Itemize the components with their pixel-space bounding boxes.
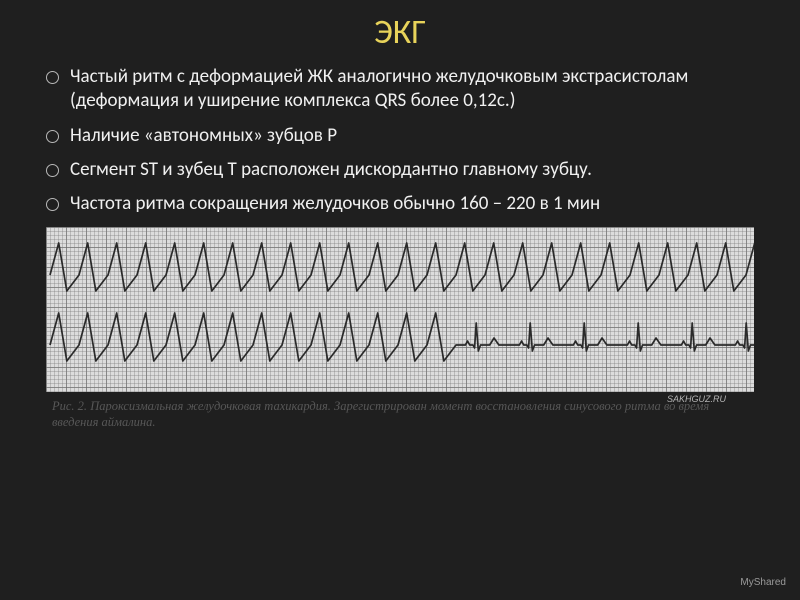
bullet-text: Сегмент ST и зубец T расположен дискорда…	[70, 158, 592, 181]
watermark-secondary: SAKHGUZ.RU	[667, 394, 726, 406]
bullet-text: Частый ритм с деформацией ЖК аналогично …	[70, 65, 688, 112]
ecg-trace-bottom	[46, 227, 754, 392]
bullet-text: Наличие «автономных» зубцов Р	[70, 124, 337, 147]
bullet-list: Частый ритм с деформацией ЖК аналогично …	[46, 65, 754, 217]
list-item: Сегмент ST и зубец T расположен дискорда…	[46, 158, 754, 182]
ecg-figure	[46, 227, 754, 392]
list-item: Частота ритма сокращения желудочков обыч…	[46, 192, 754, 216]
watermark: MyShared	[740, 577, 786, 588]
caption-text: Пароксизмальная желудочковая тахикардия.…	[52, 399, 709, 429]
caption-prefix: Рис. 2.	[52, 399, 87, 413]
slide: ЭКГ Частый ритм с деформацией ЖК аналоги…	[0, 0, 800, 600]
list-item: Частый ритм с деформацией ЖК аналогично …	[46, 65, 754, 114]
bullet-text: Частота ритма сокращения желудочков обыч…	[70, 192, 600, 215]
list-item: Наличие «автономных» зубцов Р	[46, 124, 754, 148]
slide-title: ЭКГ	[46, 12, 754, 53]
figure-caption: Рис. 2. Пароксизмальная желудочковая тах…	[46, 392, 754, 431]
